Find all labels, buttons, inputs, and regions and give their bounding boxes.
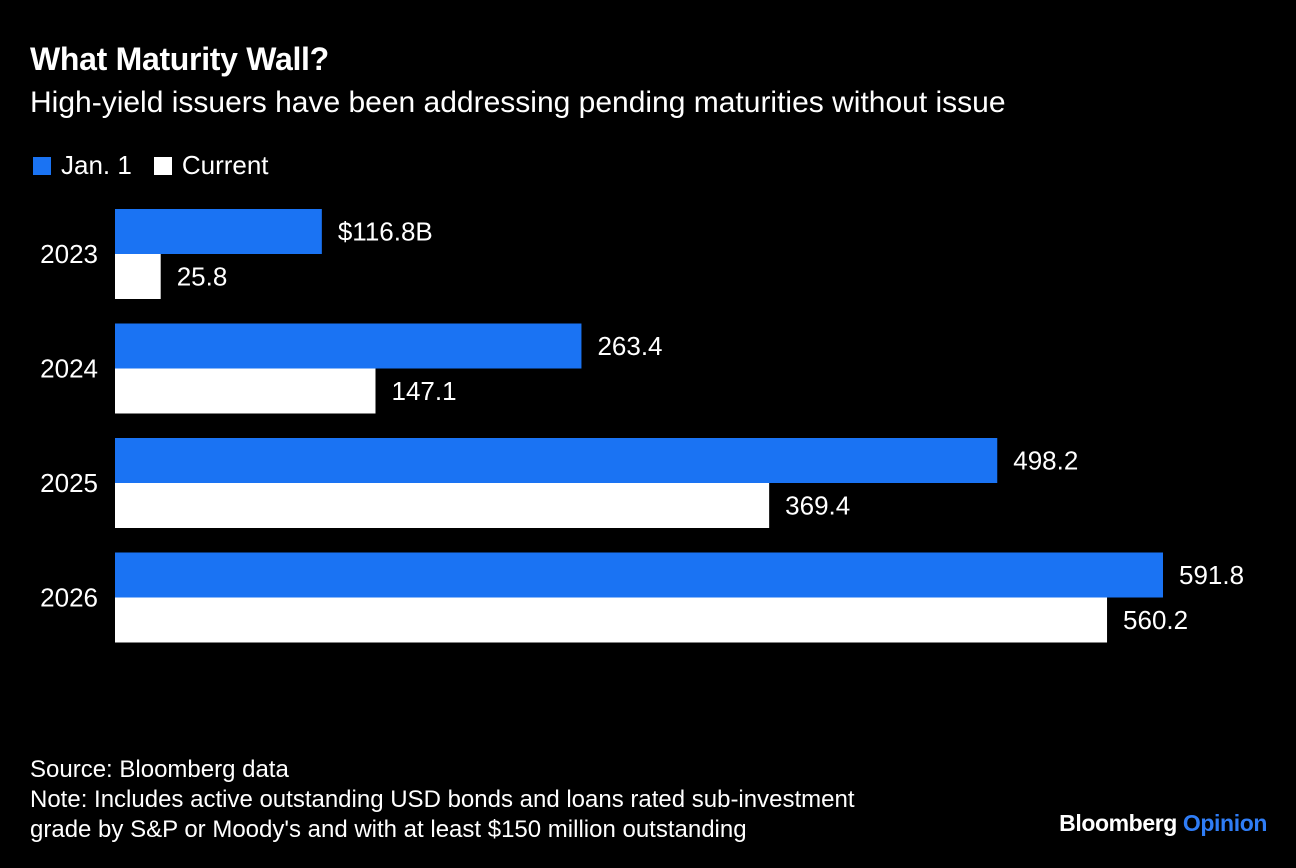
legend-label-jan1: Jan. 1 — [61, 150, 132, 180]
data-label-current-2025: 369.4 — [785, 491, 850, 521]
data-label-jan1-2025: 498.2 — [1013, 446, 1078, 476]
data-label-current-2024: 147.1 — [391, 376, 456, 406]
bar-current-2024 — [115, 368, 376, 414]
category-label-2026: 2026 — [40, 583, 98, 613]
bar-jan1-2024 — [115, 323, 582, 369]
note-line-1: Note: Includes active outstanding USD bo… — [30, 786, 855, 813]
data-label-jan1-2023: $116.8B — [338, 217, 433, 247]
bloomberg-opinion-logo: Bloomberg Opinion — [1059, 810, 1267, 837]
note-line-2: grade by S&P or Moody's and with at leas… — [30, 816, 747, 843]
bar-jan1-2023 — [115, 209, 322, 254]
data-label-jan1-2026: 591.8 — [1179, 560, 1244, 590]
bar-current-2026 — [115, 597, 1108, 643]
legend-item-current: Current — [153, 150, 269, 181]
data-label-current-2026: 560.2 — [1123, 605, 1188, 635]
brand-name: Bloomberg — [1059, 810, 1177, 836]
bar-jan1-2026 — [115, 552, 1163, 598]
brand-section: Opinion — [1182, 810, 1267, 836]
category-label-2024: 2024 — [40, 354, 98, 384]
bar-jan1-2025 — [115, 438, 998, 483]
legend-item-jan1: Jan. 1 — [33, 150, 132, 181]
data-label-jan1-2024: 263.4 — [597, 331, 662, 361]
bar-current-2023 — [115, 254, 161, 299]
legend-swatch-current — [153, 156, 172, 175]
data-label-current-2023: 25.8 — [177, 262, 228, 292]
category-label-2023: 2023 — [40, 239, 98, 269]
chart-title: What Maturity Wall? — [30, 41, 329, 77]
source-note: Source: Bloomberg data — [30, 756, 289, 783]
category-label-2025: 2025 — [40, 468, 98, 498]
chart-footer: Source: Bloomberg data Note: Includes ac… — [30, 755, 854, 845]
bar-current-2025 — [115, 483, 770, 528]
chart-subtitle: High-yield issuers have been addressing … — [30, 86, 1006, 119]
legend-swatch-jan1 — [33, 156, 51, 175]
legend-label-current: Current — [181, 150, 269, 180]
legend: Jan. 1 Current — [33, 150, 291, 181]
